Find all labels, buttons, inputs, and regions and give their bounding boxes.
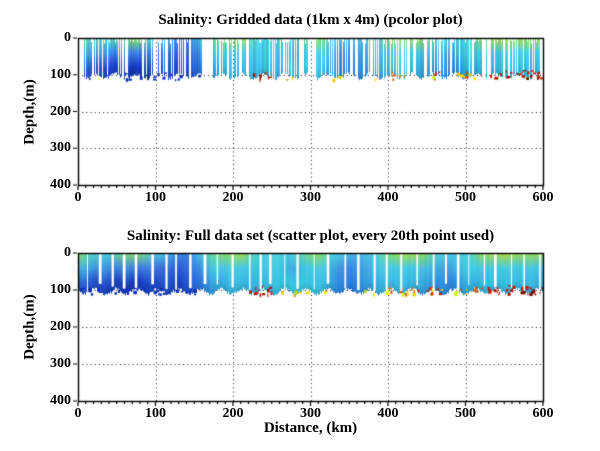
y-tick-label: 200 xyxy=(50,103,71,119)
x-tick-label: 500 xyxy=(455,406,476,421)
x-tick-label: 600 xyxy=(532,406,554,421)
panel1-title: Salinity: Gridded data (1km x 4m) (pcolo… xyxy=(158,12,463,28)
x-tick-label: 200 xyxy=(222,190,244,205)
x-tick-label: 500 xyxy=(455,190,476,205)
panel1-y-axis-label: Depth,(m) xyxy=(21,79,38,145)
x-tick-label: 0 xyxy=(74,190,82,205)
x-tick-label: 600 xyxy=(532,190,554,205)
x-tick-label: 400 xyxy=(377,406,399,421)
y-tick-label: 400 xyxy=(50,393,71,408)
x-tick-label: 300 xyxy=(300,190,321,205)
x-tick-label: 200 xyxy=(222,406,244,421)
x-tick-label: 100 xyxy=(145,406,166,421)
x-tick-label: 0 xyxy=(74,406,82,421)
y-tick-label: 100 xyxy=(50,282,71,297)
x-tick-label: 300 xyxy=(300,406,321,421)
panel2-y-axis-label: Depth,(m) xyxy=(21,294,38,360)
y-tick-label: 100 xyxy=(50,66,71,82)
y-tick-label: 0 xyxy=(64,245,71,260)
y-tick-label: 300 xyxy=(50,140,71,156)
y-tick-label: 300 xyxy=(50,356,71,371)
y-tick-label: 0 xyxy=(64,30,71,45)
y-tick-label: 200 xyxy=(50,319,71,334)
x-axis-label: Distance, (km) xyxy=(263,420,358,436)
x-tick-label: 400 xyxy=(377,190,399,205)
x-tick-label: 100 xyxy=(145,190,166,205)
panel2-title: Salinity: Full data set (scatter plot, e… xyxy=(126,228,495,244)
y-tick-label: 400 xyxy=(50,177,71,192)
